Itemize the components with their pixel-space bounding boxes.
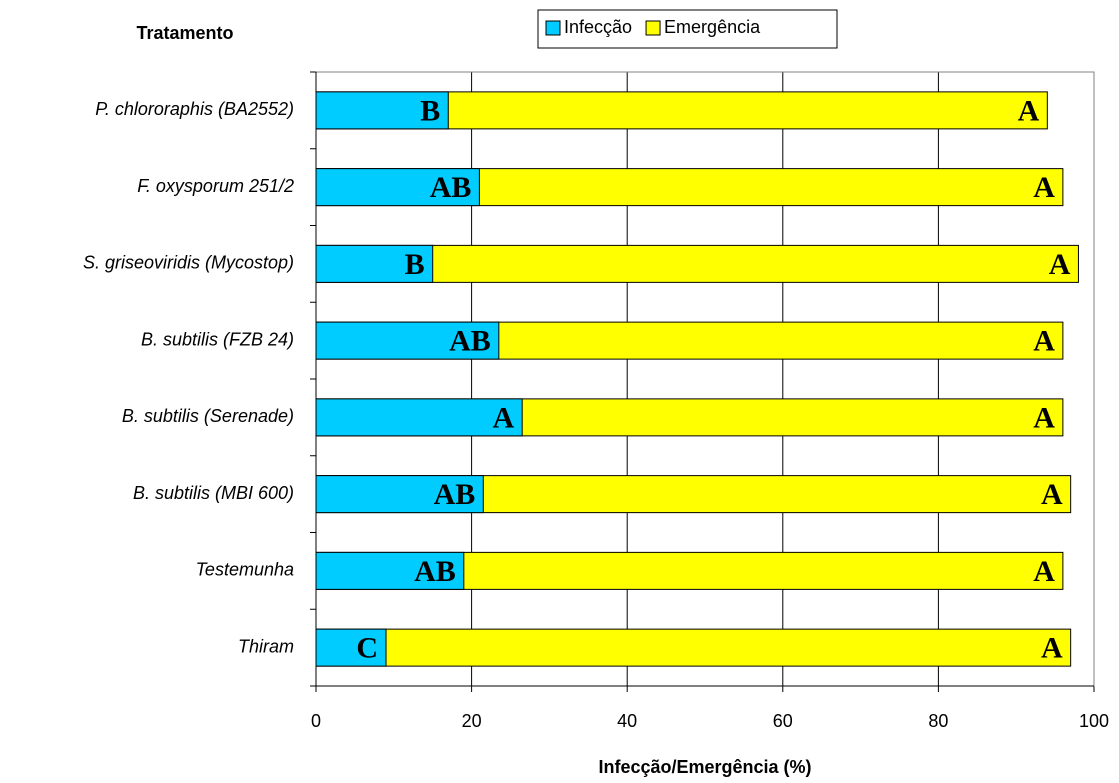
- y-axis-title: Tratamento: [136, 23, 233, 43]
- data-letter: A: [1018, 94, 1040, 127]
- x-axis-title: Infecção/Emergência (%): [598, 757, 811, 777]
- y-tick-label: B. subtilis (FZB 24): [141, 329, 294, 349]
- y-tick-label: B. subtilis (Serenade): [122, 406, 294, 426]
- data-letter: A: [1033, 171, 1055, 204]
- data-letter: AB: [430, 171, 472, 204]
- data-letter: A: [1041, 632, 1063, 665]
- legend-box: [537, 9, 838, 49]
- bar: [315, 321, 500, 360]
- x-tick-label: 20: [462, 711, 482, 731]
- legend-swatch: [645, 20, 661, 36]
- data-letter: B: [420, 94, 440, 127]
- y-tick-label: F. oxysporum 251/2: [137, 176, 294, 196]
- x-tick-label: 60: [773, 711, 793, 731]
- bar: [315, 168, 480, 207]
- bar: [315, 628, 1072, 667]
- legend-swatch: [545, 20, 561, 36]
- data-letter: AB: [449, 325, 491, 358]
- bar: [315, 91, 449, 130]
- data-letter: B: [405, 248, 425, 281]
- x-tick-label: 80: [928, 711, 948, 731]
- data-letter: A: [1033, 555, 1055, 588]
- data-letter: AB: [414, 555, 456, 588]
- bar: [315, 244, 434, 283]
- bar: [315, 398, 523, 437]
- data-letter: C: [356, 632, 378, 665]
- x-tick-label: 0: [311, 711, 321, 731]
- bar: [315, 244, 1079, 283]
- x-tick-label: 40: [617, 711, 637, 731]
- y-tick-label: Thiram: [238, 636, 294, 656]
- data-letter: AB: [434, 478, 476, 511]
- bar: [315, 551, 465, 590]
- plot-border: [315, 71, 1095, 687]
- x-tick-label: 100: [1079, 711, 1109, 731]
- bar: [315, 475, 484, 514]
- y-tick-label: Testemunha: [196, 560, 294, 580]
- legend-label: Infecção: [564, 17, 632, 37]
- y-tick-label: B. subtilis (MBI 600): [133, 483, 294, 503]
- bar: [315, 628, 387, 667]
- data-letter: A: [1041, 478, 1063, 511]
- data-letter: A: [1033, 325, 1055, 358]
- legend-label: Emergência: [664, 17, 761, 37]
- y-tick-label: P. chlororaphis (BA2552): [95, 99, 294, 119]
- data-letter: A: [492, 401, 514, 434]
- data-letter: A: [1049, 248, 1071, 281]
- y-tick-label: S. griseoviridis (Mycostop): [83, 253, 294, 273]
- data-letter: A: [1033, 401, 1055, 434]
